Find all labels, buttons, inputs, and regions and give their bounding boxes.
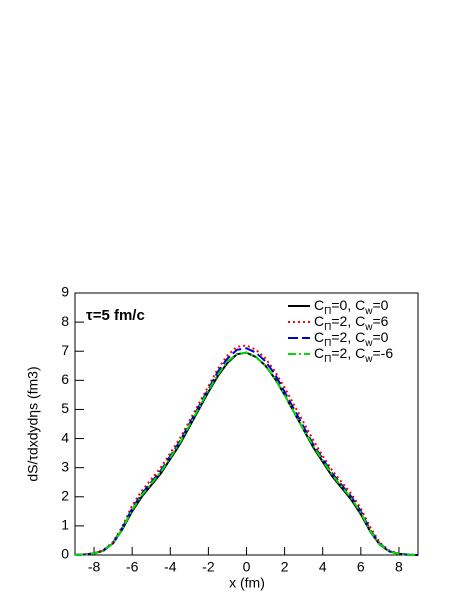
y-tick-label: 3 [61,458,69,474]
y-tick-label: 9 [61,284,69,300]
x-tick-label: -6 [126,559,139,575]
series-line [74,347,419,556]
legend-label: CΠ=0, Cw=0 [314,297,389,317]
x-tick-label: 2 [281,559,289,575]
legend-label: CΠ=2, Cw=0 [314,329,389,349]
legend-label: CΠ=2, Cw=-6 [314,345,393,365]
x-tick-label: -2 [202,559,215,575]
x-tick-label: 6 [357,559,365,575]
x-tick-label: -8 [88,559,101,575]
x-tick-label: 8 [395,559,403,575]
legend-label: CΠ=2, Cw=6 [314,313,389,333]
annotation: τ=5 fm/c [86,307,145,324]
x-tick-label: 4 [319,559,327,575]
y-tick-label: 4 [61,429,69,445]
x-tick-label: -4 [164,559,177,575]
series-line [74,351,419,556]
y-tick-label: 1 [61,517,69,533]
y-tick-label: 0 [61,546,69,562]
y-tick-label: 7 [61,342,69,358]
x-tick-label: 0 [243,559,251,575]
y-tick-label: 6 [61,371,69,387]
y-tick-label: 2 [61,487,69,503]
y-tick-label: 8 [61,313,69,329]
y-tick-label: 5 [61,400,69,416]
y-axis-label: dS/τdxdydηs (fm3) [25,366,41,481]
x-axis-label: x (fm) [229,575,265,591]
